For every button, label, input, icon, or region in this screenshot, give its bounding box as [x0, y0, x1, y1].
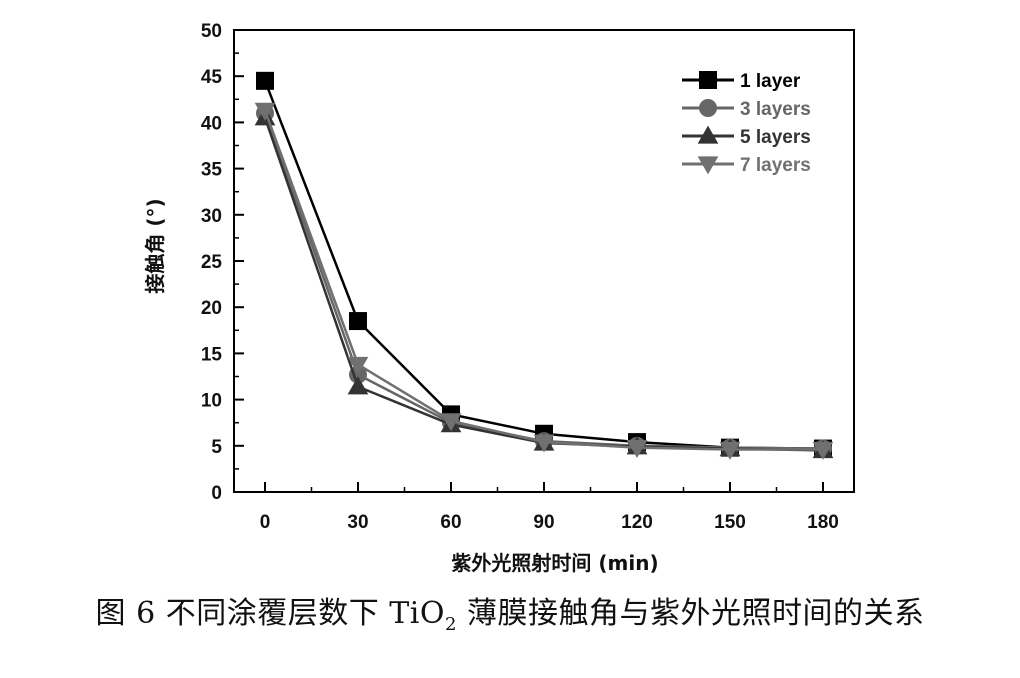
y-tick-label: 15 — [201, 344, 223, 365]
x-tick-label: 180 — [807, 512, 839, 533]
y-tick-label: 20 — [201, 298, 222, 319]
legend-label: 3 layers — [740, 99, 811, 120]
caption-subscript: 2 — [444, 614, 457, 635]
legend: 1 layer 3 layers 5 layers 7 layers — [682, 71, 811, 176]
y-tick-label: 0 — [211, 483, 222, 504]
x-tick-label: 30 — [347, 512, 368, 533]
legend-item: 1 layer — [682, 71, 801, 92]
y-tick-label: 25 — [201, 252, 223, 273]
y-tick-label: 10 — [201, 391, 222, 412]
legend-marker — [697, 156, 719, 175]
data-point — [347, 356, 369, 375]
legend-item: 7 layers — [682, 155, 811, 176]
figure-caption: 图 6 不同涂覆层数下 TiO2 薄膜接触角与紫外光照时间的关系 — [0, 588, 1020, 635]
legend-item: 3 layers — [682, 99, 811, 120]
series-7-layers — [254, 102, 834, 460]
data-point — [440, 413, 462, 432]
x-tick-label: 0 — [260, 512, 271, 533]
y-axis-title: 接触角 (°) — [143, 198, 167, 293]
caption-prefix: 图 6 不同涂覆层数下 TiO — [95, 596, 445, 631]
data-point — [533, 434, 555, 453]
data-point — [812, 441, 834, 460]
x-tick-label: 90 — [533, 512, 554, 533]
legend-label: 5 layers — [740, 127, 811, 148]
data-point — [719, 441, 741, 460]
legend-label: 7 layers — [740, 155, 811, 176]
y-tick-label: 45 — [201, 67, 223, 88]
y-tick-label: 30 — [201, 206, 222, 227]
data-point — [256, 71, 274, 90]
legend-item: 5 layers — [682, 125, 811, 148]
y-tick-label: 35 — [201, 160, 223, 181]
y-tick-label: 50 — [201, 21, 222, 42]
x-tick-label: 150 — [714, 512, 746, 533]
data-point — [626, 439, 648, 458]
contact-angle-chart: 0 5 10 15 20 25 30 35 40 45 50 0 30 60 90 120 150 180 1 l… — [143, 21, 855, 575]
caption-suffix: 薄膜接触角与紫外光照时间的关系 — [456, 596, 925, 631]
data-point — [347, 376, 369, 395]
legend-label: 1 layer — [740, 71, 801, 92]
x-tick-label: 120 — [621, 512, 653, 533]
data-point — [349, 312, 367, 331]
y-tick-label: 5 — [211, 437, 222, 458]
series-group — [254, 71, 834, 460]
legend-marker — [699, 71, 717, 89]
axes: 0 5 10 15 20 25 30 35 40 45 50 0 30 60 90 120 150 180 — [201, 21, 855, 533]
y-tick-label: 40 — [201, 113, 222, 134]
legend-marker — [697, 125, 719, 144]
x-tick-label: 60 — [440, 512, 461, 533]
x-axis-title: 紫外光照射时间 (min) — [451, 551, 658, 575]
data-point — [254, 102, 276, 121]
legend-marker — [699, 99, 717, 117]
